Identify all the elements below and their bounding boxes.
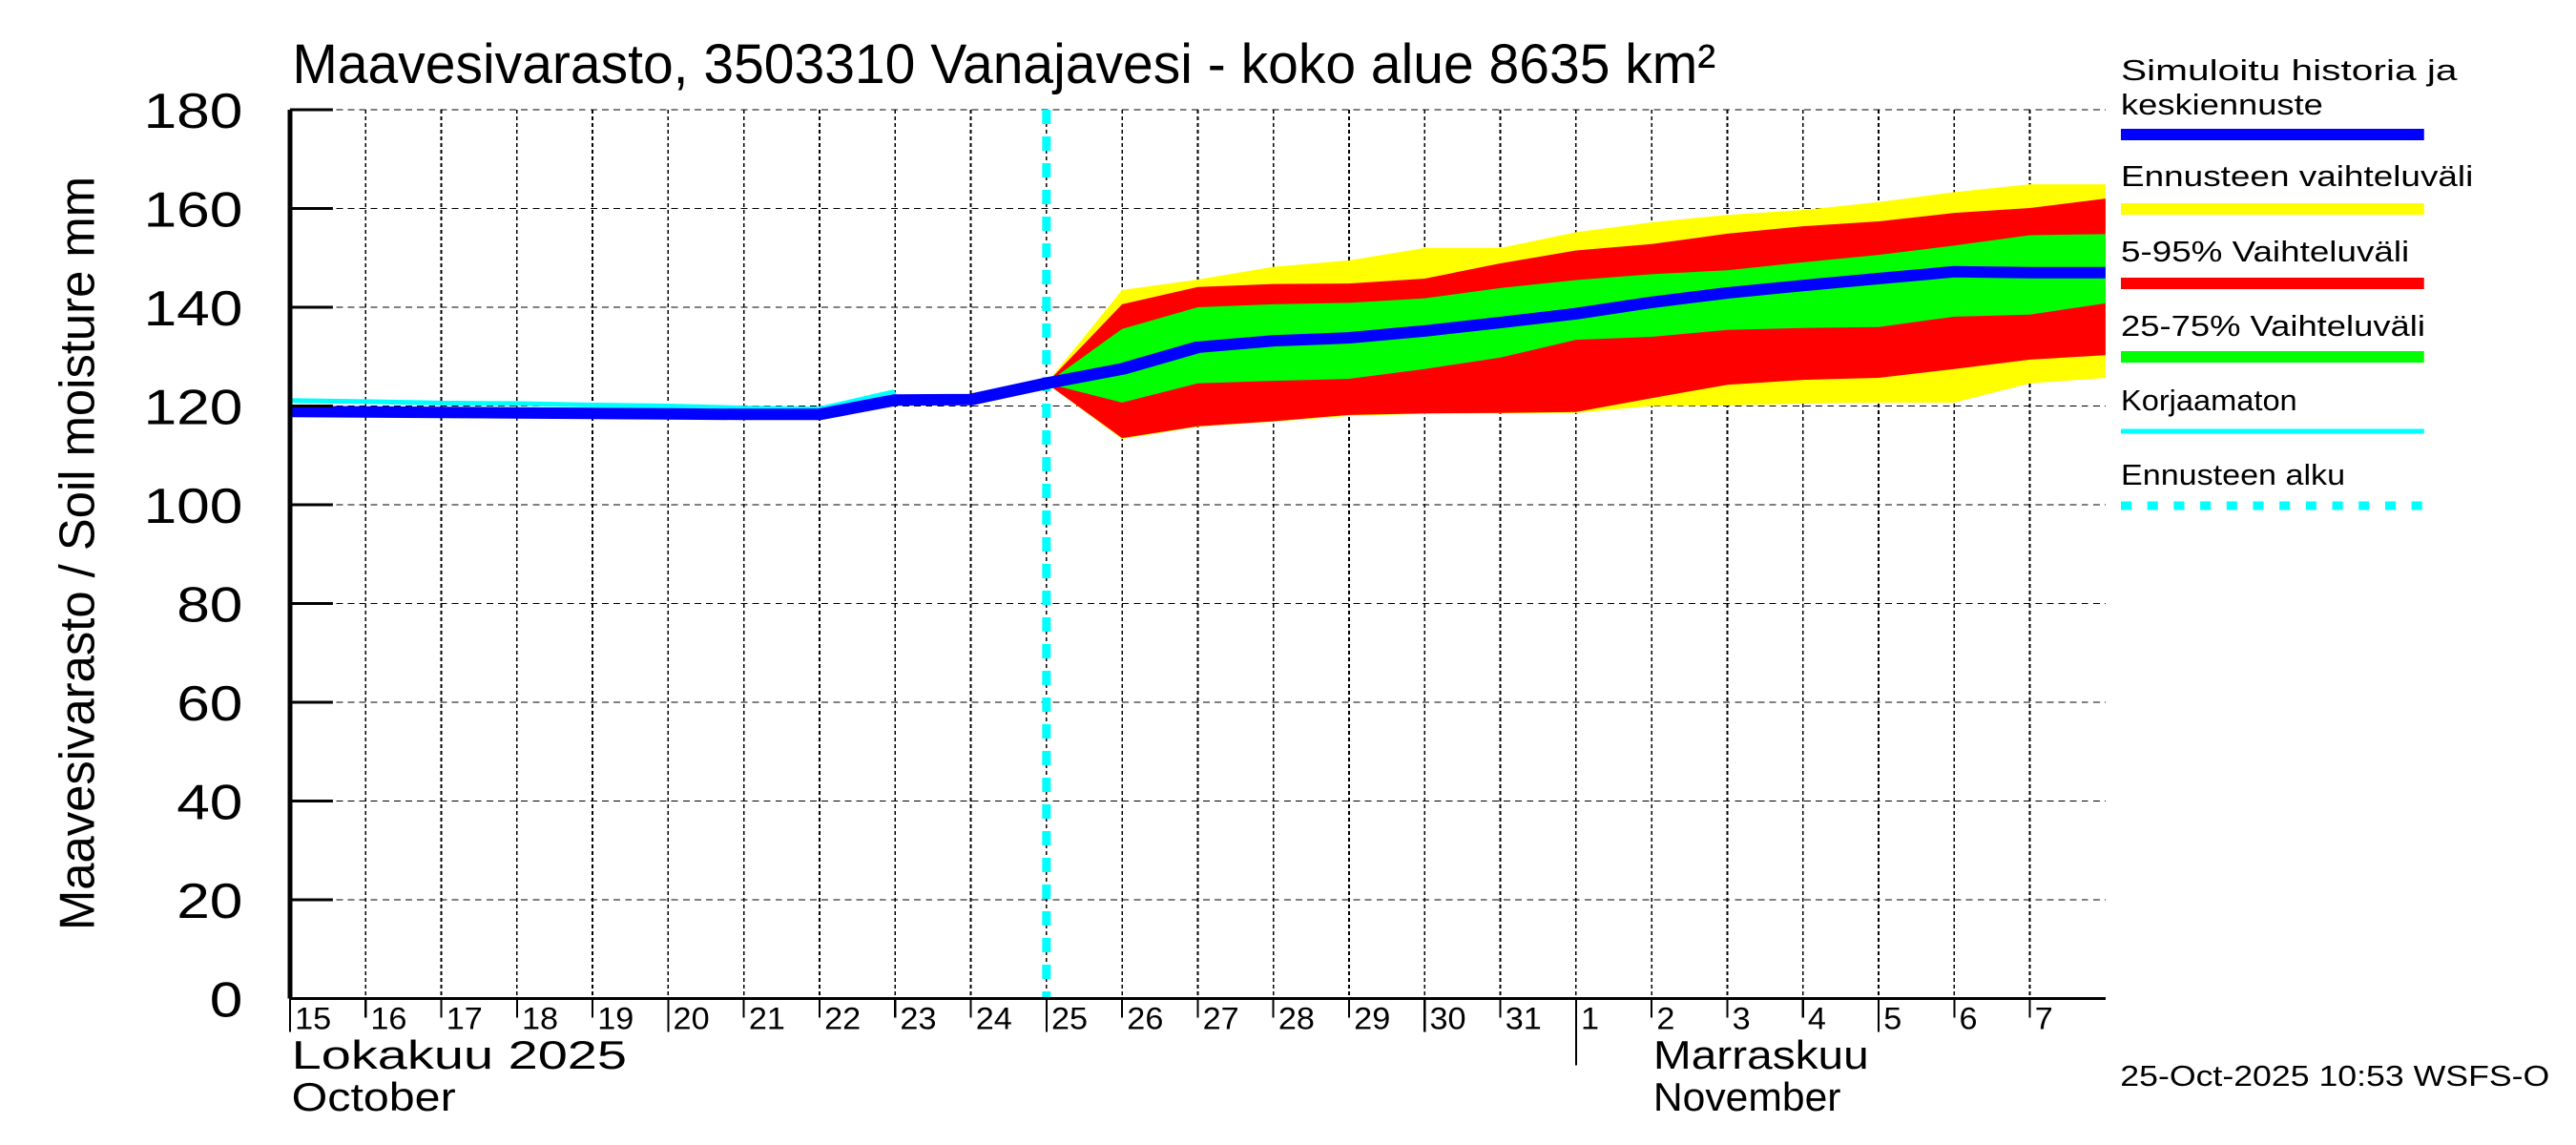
month-label: Marraskuu xyxy=(1653,1032,1869,1077)
x-tick-label: 6 xyxy=(1960,1001,1978,1035)
y-tick-label: 80 xyxy=(177,576,242,633)
month-label-english: October xyxy=(292,1074,456,1119)
x-tick-label: 4 xyxy=(1808,1001,1826,1035)
y-tick-label: 120 xyxy=(144,379,243,435)
y-tick-label: 140 xyxy=(144,281,243,337)
x-tick-label: 23 xyxy=(900,1001,936,1035)
x-tick-label: 3 xyxy=(1733,1001,1751,1035)
y-tick-label: 160 xyxy=(144,181,243,238)
x-tick-label: 22 xyxy=(824,1001,861,1035)
x-tick-label: 1 xyxy=(1581,1001,1599,1035)
y-tick-label: 0 xyxy=(210,971,243,1028)
y-tick-label: 60 xyxy=(177,676,242,732)
line-korjaamaton xyxy=(289,389,897,412)
axes xyxy=(287,108,2106,1066)
legend-label: Ennusteen alku xyxy=(2121,458,2345,491)
x-tick-label: 7 xyxy=(2035,1001,2053,1035)
month-label: Lokakuu 2025 xyxy=(292,1032,627,1077)
x-tick-labels: 15 16 17 18 19 20 21 22 23 24 25 26 27 28 29 30 31 1 2 3 4 5 6… xyxy=(295,1001,2053,1035)
month-label-english: November xyxy=(1653,1074,1841,1119)
x-tick-label: 28 xyxy=(1278,1001,1315,1035)
footer-timestamp: 25-Oct-2025 10:53 WSFS-O xyxy=(2120,1059,2549,1093)
legend-label: 5-95% Vaihteluväli xyxy=(2121,235,2409,268)
y-tick-labels: 0 20 40 60 80 100 120 140 160 180 xyxy=(144,83,243,1028)
legend-item: Ennusteen vaihteluväli xyxy=(2121,159,2473,215)
legend-label: Ennusteen vaihteluväli xyxy=(2121,159,2473,193)
y-tick-label: 20 xyxy=(177,873,242,929)
x-tick-label: 20 xyxy=(674,1001,710,1035)
x-tick-label: 19 xyxy=(597,1001,634,1035)
x-tick-label: 17 xyxy=(447,1001,483,1035)
x-tick-label: 29 xyxy=(1354,1001,1390,1035)
x-tick-label: 27 xyxy=(1203,1001,1239,1035)
legend-item: Ennusteen alku xyxy=(2121,458,2424,510)
x-tick-label: 26 xyxy=(1127,1001,1163,1035)
y-tick-label: 40 xyxy=(177,774,242,830)
legend-label: Korjaamaton xyxy=(2121,384,2297,417)
x-tick-label: 30 xyxy=(1429,1001,1465,1035)
legend-item: Korjaamaton xyxy=(2121,384,2424,434)
legend-item: 25-75% Vaihteluväli xyxy=(2121,309,2425,363)
x-tick-label: 16 xyxy=(370,1001,406,1035)
legend-label-line2: keskiennuste xyxy=(2121,88,2323,121)
legend-item: 5-95% Vaihteluväli xyxy=(2121,235,2424,289)
x-tick-label: 31 xyxy=(1506,1001,1542,1035)
x-tick-label: 15 xyxy=(295,1001,331,1035)
series-lines xyxy=(289,110,2106,999)
y-tick-label: 100 xyxy=(144,478,243,534)
y-axis-label: Maavesivarasto / Soil moisture mm xyxy=(50,177,105,930)
line-simuloitu-historia-ja-keskiennuste xyxy=(289,265,2106,421)
legend-label: 25-75% Vaihteluväli xyxy=(2121,309,2425,343)
x-tick-label: 25 xyxy=(1051,1001,1088,1035)
chart-title: Maavesivarasto, 3503310 Vanajavesi - kok… xyxy=(292,33,1715,94)
x-tick-label: 21 xyxy=(749,1001,785,1035)
x-tick-label: 18 xyxy=(522,1001,558,1035)
legend-label: Simuloitu historia ja xyxy=(2121,53,2458,87)
x-tick-label: 24 xyxy=(976,1001,1012,1035)
x-tick-label: 5 xyxy=(1883,1001,1901,1035)
x-tick-label: 2 xyxy=(1656,1001,1674,1035)
y-tick-label: 180 xyxy=(144,83,243,139)
